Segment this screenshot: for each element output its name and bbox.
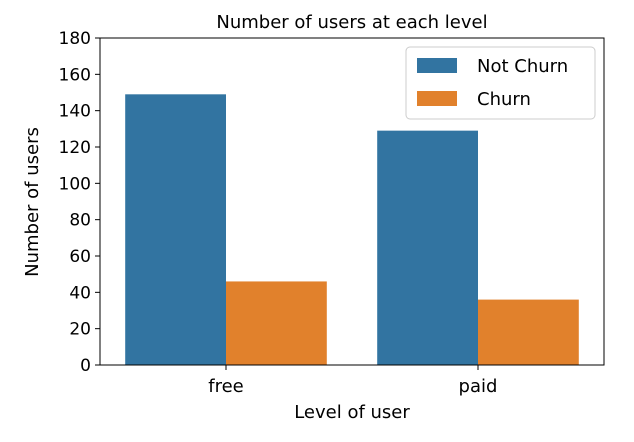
x-tick-label: paid xyxy=(459,376,498,397)
chart-title: Number of users at each level xyxy=(216,12,487,33)
legend-label-not-churn: Not Churn xyxy=(477,56,568,77)
y-tick-label: 60 xyxy=(69,247,91,267)
y-tick-label: 20 xyxy=(69,320,91,340)
y-tick-label: 160 xyxy=(59,65,91,85)
y-tick-label: 140 xyxy=(59,102,91,122)
bar-free-not-churn xyxy=(125,94,226,366)
y-tick-label: 0 xyxy=(80,356,91,376)
x-axis-label: Level of user xyxy=(294,402,410,423)
bar-free-churn xyxy=(226,281,327,365)
y-tick-label: 180 xyxy=(59,29,91,49)
y-axis-label: Number of users xyxy=(22,127,43,277)
bar-paid-not-churn xyxy=(377,130,478,365)
plot-frame xyxy=(99,37,605,366)
legend-swatch-not-churn xyxy=(417,58,457,73)
y-tick-label: 80 xyxy=(69,211,91,231)
bar-paid-churn xyxy=(478,299,579,365)
y-tick-label: 40 xyxy=(69,283,91,303)
x-tick-label: free xyxy=(208,376,244,397)
y-tick-label: 120 xyxy=(59,138,91,158)
legend-label-churn: Churn xyxy=(477,89,531,110)
y-tick-label: 100 xyxy=(59,174,91,194)
legend-swatch-churn xyxy=(417,91,457,106)
